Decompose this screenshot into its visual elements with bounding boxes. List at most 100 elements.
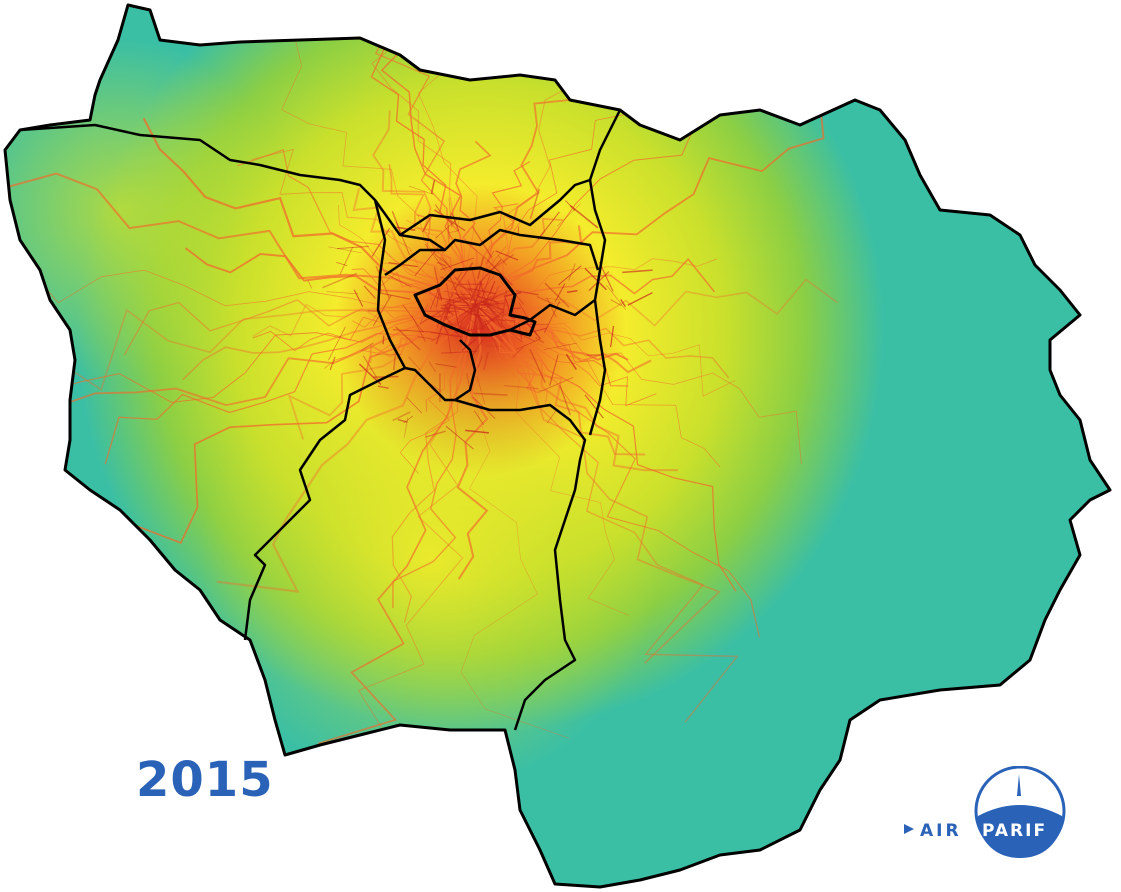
street-segment	[477, 356, 483, 368]
street-segment	[380, 292, 411, 300]
street-segment	[515, 290, 539, 296]
street-segment	[456, 271, 463, 281]
logo-text-air: AIR	[920, 821, 962, 841]
street-segment	[482, 288, 514, 303]
street-segment	[373, 294, 392, 326]
road-segment	[323, 304, 476, 369]
region-border	[3, 3, 1112, 889]
street-segment	[485, 245, 507, 271]
street-segment	[620, 299, 626, 307]
street-segment	[516, 339, 540, 350]
street-segment	[480, 273, 491, 302]
street-segment	[430, 180, 436, 195]
street-segment	[451, 213, 460, 232]
street-segment	[336, 245, 369, 250]
street-segment	[433, 266, 443, 301]
border-petite-couronne	[399, 228, 600, 271]
street-segment	[526, 322, 541, 340]
road-segment	[5, 172, 476, 306]
street-segment	[622, 269, 653, 274]
street-segment	[458, 302, 480, 318]
logo-text-parif: PARIF	[982, 821, 1047, 841]
street-segment	[480, 311, 504, 330]
street-segment	[544, 282, 570, 308]
street-segment	[308, 280, 313, 289]
street-segment	[476, 271, 485, 306]
street-segment	[486, 259, 513, 286]
road-segment	[455, 140, 492, 306]
road-segment	[371, 5, 476, 306]
road-segment	[216, 304, 476, 593]
street-segment	[473, 304, 483, 317]
street-segment	[429, 288, 440, 310]
street-segment	[430, 331, 463, 338]
street-segment	[439, 304, 477, 307]
road-segment	[474, 304, 679, 472]
street-segment	[375, 265, 390, 299]
road-segment	[185, 247, 476, 306]
street-segment	[473, 410, 484, 425]
street-segment	[489, 319, 516, 322]
road-segment	[474, 278, 839, 327]
street-segment	[610, 299, 622, 307]
street-segment	[554, 283, 566, 302]
road-segment	[251, 148, 476, 306]
street-segment	[434, 204, 442, 213]
street-segment	[417, 335, 434, 340]
street-segment	[329, 356, 336, 371]
street-segment	[472, 299, 482, 312]
street-segment	[371, 228, 390, 257]
road-segment	[474, 304, 736, 397]
street-segment	[408, 185, 435, 196]
street-segment	[452, 299, 460, 326]
street-segment	[440, 257, 474, 271]
street-segment	[441, 257, 452, 269]
street-segment	[446, 300, 468, 304]
department-borders	[19, 109, 622, 731]
street-segment	[497, 254, 507, 266]
street-segment	[469, 303, 474, 316]
road-segment	[10, 304, 476, 391]
street-segment	[473, 304, 480, 330]
street-segment	[328, 246, 362, 254]
street-segment	[557, 203, 581, 227]
street-segment	[544, 297, 566, 301]
street-segment	[397, 418, 408, 424]
road-segment	[399, 5, 481, 306]
street-segment	[476, 375, 486, 405]
street-segment	[495, 250, 519, 261]
street-segment	[430, 297, 442, 319]
street-segment	[402, 304, 425, 333]
road-segment	[416, 214, 476, 306]
street-segment	[627, 292, 653, 306]
street-segment	[483, 351, 489, 371]
street-segment	[414, 247, 439, 277]
street-segment	[511, 346, 524, 359]
street-segment	[353, 289, 364, 307]
street-segment	[468, 316, 476, 325]
street-segment	[478, 295, 498, 311]
street-segment	[487, 253, 515, 274]
street-segment	[535, 336, 545, 344]
road-segment	[474, 304, 739, 723]
street-segment	[500, 309, 507, 318]
street-segment	[467, 280, 480, 313]
street-segment	[392, 411, 411, 422]
street-segment	[485, 297, 502, 329]
street-segment	[450, 281, 456, 291]
road-segment	[5, 304, 476, 403]
street-segment	[382, 335, 385, 345]
street-segment	[501, 324, 523, 343]
road-segment	[474, 161, 531, 306]
road-segment	[252, 303, 476, 337]
street-segment	[569, 204, 599, 229]
border-hauts-de-seine	[384, 248, 445, 277]
road-segment	[474, 304, 629, 616]
border-val-de-marne	[404, 339, 477, 402]
street-segment	[435, 363, 457, 368]
street-segment	[406, 397, 423, 414]
street-segment	[485, 250, 495, 265]
road-segment	[22, 304, 476, 423]
border-paris	[413, 266, 537, 337]
